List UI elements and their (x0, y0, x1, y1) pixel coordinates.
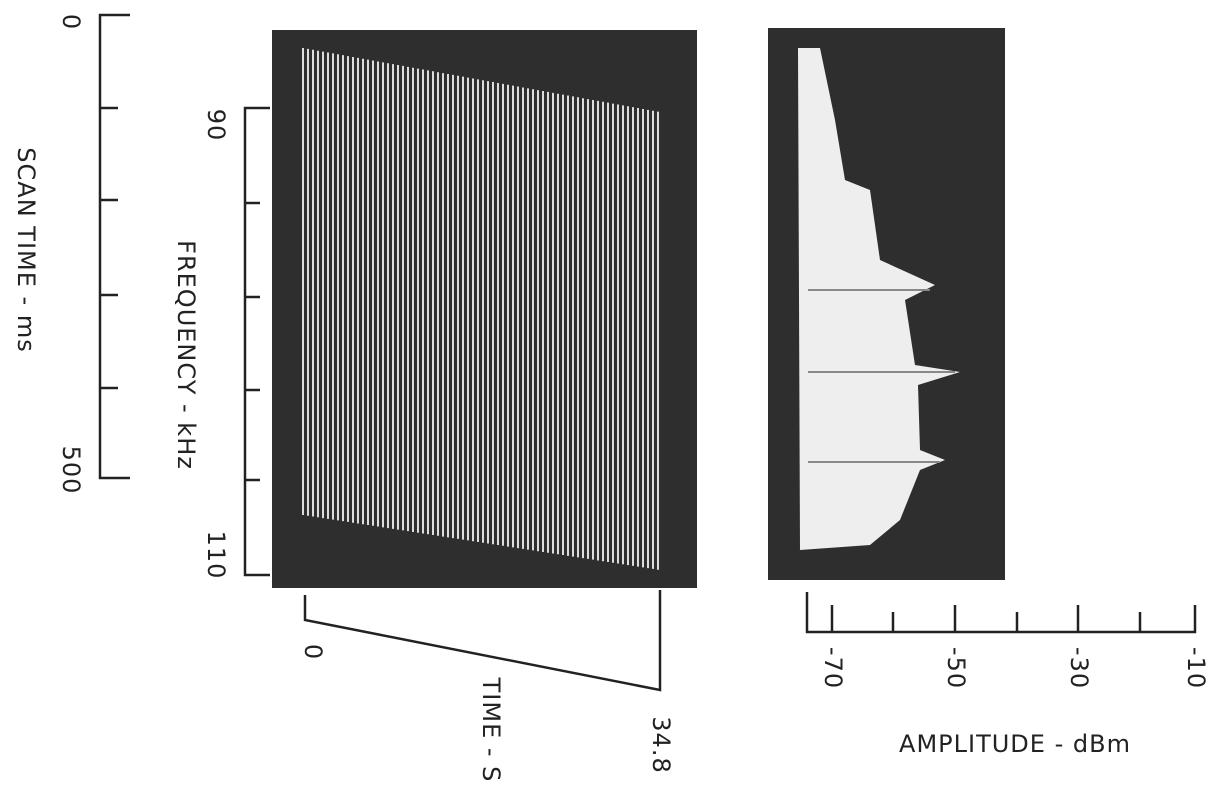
tick-label: -50 (942, 647, 970, 689)
axis-label: AMPLITUDE - dBm (899, 730, 1131, 758)
tick-label: 34.8 (647, 716, 675, 773)
tick-label: 110 (202, 531, 230, 580)
axis-label: TIME - S (477, 677, 505, 783)
tick-label: -70 (819, 647, 847, 689)
tick-label: -30 (1065, 647, 1093, 689)
spectrum-lines (808, 289, 955, 463)
axis-label: SCAN TIME - ms (12, 147, 40, 352)
tick-label: -10 (1182, 647, 1210, 689)
spectrogram-image (302, 48, 659, 570)
spectrum-image (798, 48, 960, 550)
time-axis: 0 34.8 TIME - S (299, 590, 675, 782)
tick-label: 0 (299, 644, 327, 660)
axis-label: FREQUENCY - kHz (172, 240, 200, 470)
tick-label: 90 (202, 109, 230, 142)
frequency-axis: 90 110 FREQUENCY - kHz (172, 106, 270, 580)
scan-time-axis: 0 500 SCAN TIME - ms (12, 13, 130, 495)
tick-label: 500 (57, 446, 85, 495)
tick-label: 0 (57, 14, 85, 30)
amplitude-axis: -70 -50 -30 -10 AMPLITUDE - dBm (805, 592, 1210, 758)
